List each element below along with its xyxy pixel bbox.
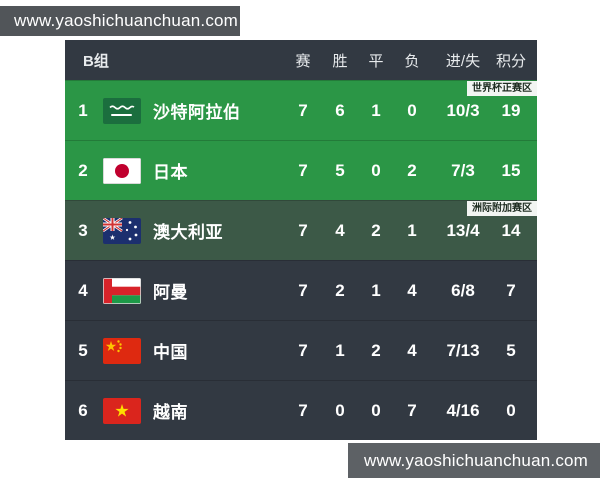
played-value: 7 [298,100,308,120]
drawn-value: 2 [371,340,381,360]
team-name: 澳大利亚 [153,223,223,242]
table-row-vietnam[interactable]: 6 越南 7 0 0 7 4/16 0 [65,380,537,440]
drawn-value: 1 [371,280,381,300]
column-header-goals: 进/失 [445,52,481,70]
played-value: 7 [298,400,308,420]
column-header-won: 胜 [332,52,348,70]
won-value: 0 [335,400,345,420]
column-header-lost: 负 [404,52,420,70]
row-stat-values: 7 2 1 4 6/8 7 [284,281,537,301]
flag-japan-icon [103,157,141,184]
row-stat-values: 7 5 0 2 7/3 15 [284,161,537,181]
table-row-oman[interactable]: 4 阿曼 7 2 1 4 6/8 7 [65,260,537,320]
table-header: B组 赛 胜 平 负 进/失 积分 [65,40,537,80]
points-value: 7 [506,280,516,300]
watermark-bottom: www.yaoshichuanchuan.com [348,443,600,478]
team-name: 沙特阿拉伯 [153,103,241,122]
goals-value: 10/3 [446,100,480,120]
team-name: 中国 [153,343,188,362]
lost-value: 4 [407,340,417,360]
table-body: 世界杯正赛区 1 沙特阿拉伯 7 6 1 0 10/3 19 2 日本 7 5 … [65,80,537,440]
rank-number: 5 [78,340,88,360]
points-value: 14 [501,220,521,240]
rank-number: 2 [78,160,88,180]
goals-value: 13/4 [446,220,480,240]
points-value: 19 [501,100,521,120]
standings-table: B组 赛 胜 平 负 进/失 积分 世界杯正赛区 1 沙特阿拉伯 7 6 1 0… [65,40,537,440]
column-header-drawn: 平 [368,52,384,70]
group-label: B组 [83,52,109,70]
table-row-japan[interactable]: 2 日本 7 5 0 2 7/3 15 [65,140,537,200]
team-name: 越南 [153,403,188,422]
flag-australia-icon [103,217,141,244]
goals-value: 4/16 [446,400,480,420]
goals-value: 7/3 [451,160,475,180]
table-row-saudi-arabia[interactable]: 世界杯正赛区 1 沙特阿拉伯 7 6 1 0 10/3 19 [65,80,537,140]
flag-oman-icon [103,277,141,304]
lost-value: 1 [407,220,417,240]
goals-value: 6/8 [451,280,475,300]
watermark-top: www.yaoshichuanchuan.com [0,6,240,36]
column-header-played: 赛 [295,52,311,70]
lost-value: 7 [407,400,417,420]
points-value: 15 [501,160,521,180]
flag-vietnam-icon [103,397,141,424]
points-value: 5 [506,340,516,360]
drawn-value: 0 [371,400,381,420]
row-stat-values: 7 1 2 4 7/13 5 [284,341,537,361]
won-value: 4 [335,220,345,240]
played-value: 7 [298,160,308,180]
won-value: 1 [335,340,345,360]
rank-number: 6 [78,400,88,420]
zone-badge: 世界杯正赛区 [467,81,537,96]
rank-number: 1 [78,100,88,120]
played-value: 7 [298,280,308,300]
row-stat-values: 7 6 1 0 10/3 19 [284,101,537,121]
played-value: 7 [298,340,308,360]
drawn-value: 0 [371,160,381,180]
rank-number: 3 [78,220,88,240]
lost-value: 4 [407,280,417,300]
row-stat-values: 7 0 0 7 4/16 0 [284,401,537,421]
table-row-china[interactable]: 5 中国 7 1 2 4 7/13 5 [65,320,537,380]
drawn-value: 2 [371,220,381,240]
team-name: 阿曼 [153,283,188,302]
zone-badge: 洲际附加赛区 [467,201,537,216]
drawn-value: 1 [371,100,381,120]
flag-saudi-arabia-icon [103,97,141,124]
points-value: 0 [506,400,516,420]
rank-number: 4 [78,280,88,300]
flag-china-icon [103,337,141,364]
team-name: 日本 [153,163,188,182]
won-value: 6 [335,100,345,120]
row-stat-values: 7 4 2 1 13/4 14 [284,221,537,241]
played-value: 7 [298,220,308,240]
header-stat-columns: 赛 胜 平 负 进/失 积分 [284,50,537,71]
lost-value: 0 [407,100,417,120]
goals-value: 7/13 [446,340,480,360]
won-value: 5 [335,160,345,180]
won-value: 2 [335,280,345,300]
table-row-australia[interactable]: 洲际附加赛区 3 澳大利亚 7 4 2 1 13/4 14 [65,200,537,260]
lost-value: 2 [407,160,417,180]
column-header-points: 积分 [496,52,527,70]
